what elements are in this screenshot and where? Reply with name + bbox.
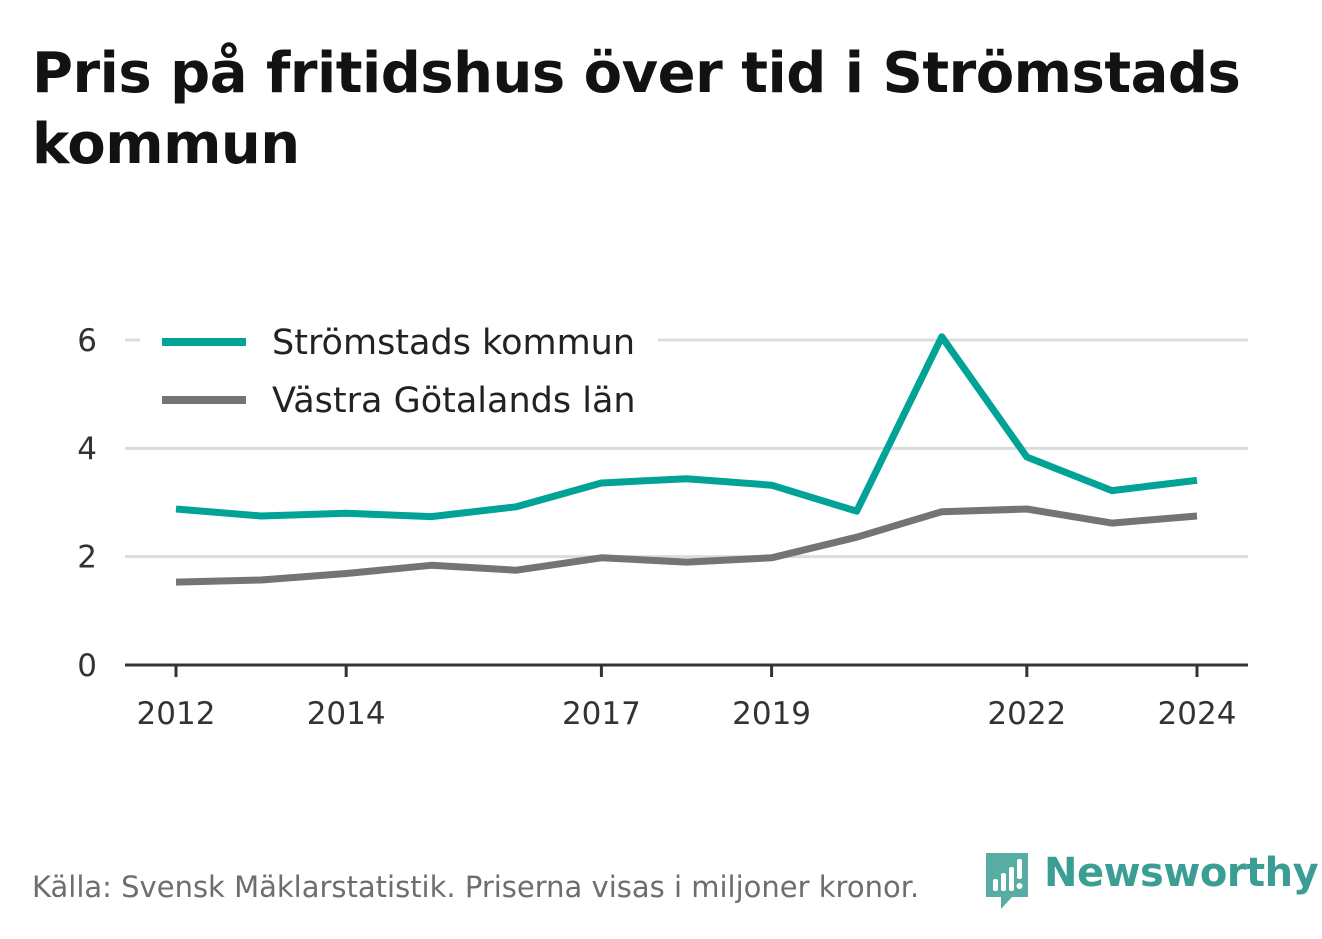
x-tick-label: 2022 [987, 696, 1066, 732]
series-line [175, 505, 1198, 586]
x-tick-label: 2014 [307, 696, 386, 732]
legend-label: Strömstads kommun [272, 323, 635, 363]
brand-name: Newsworthy [1044, 850, 1319, 896]
chart-title: Pris på fritidshus över tid i Strömstads… [32, 41, 1241, 177]
brand-logo: Newsworthy [982, 849, 1319, 911]
source-note: Källa: Svensk Mäklarstatistik. Priserna … [32, 870, 920, 904]
bar-chart-speech-bubble-icon [986, 853, 1028, 909]
y-tick-label: 4 [77, 431, 97, 467]
y-tick-label: 6 [77, 323, 97, 359]
legend-background [140, 316, 658, 428]
legend-label: Västra Götalands län [272, 381, 636, 421]
y-tick-label: 0 [77, 648, 97, 684]
axes: 0 2 4 6 2012 2014 2017 2019 2022 2024 [77, 323, 1248, 732]
x-tick-label: 2017 [562, 696, 641, 732]
y-tick-label: 2 [77, 540, 97, 576]
legend: Strömstads kommun Västra Götalands län [140, 316, 658, 428]
x-tick-label: 2012 [137, 696, 216, 732]
x-tick-label: 2019 [732, 696, 811, 732]
series-lines [175, 333, 1198, 586]
x-tick-label: 2024 [1158, 696, 1237, 732]
series-line [175, 333, 1198, 521]
